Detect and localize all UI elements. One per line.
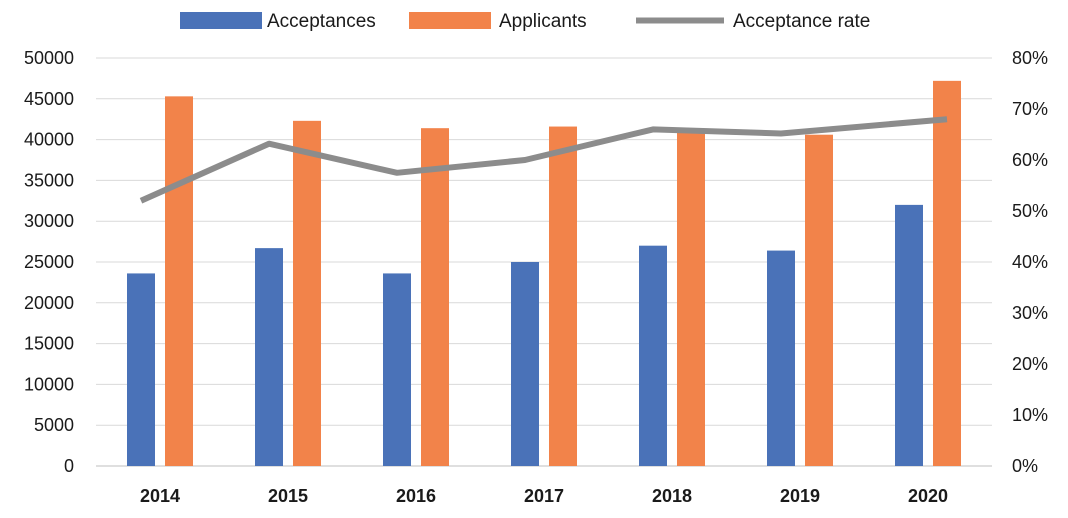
gridlines: [96, 57, 992, 467]
bar-acceptances: [511, 262, 539, 466]
legend-label-applicants: Applicants: [499, 11, 587, 32]
x-tick-label: 2015: [268, 486, 308, 506]
x-tick-label: 2019: [780, 486, 820, 506]
y-left-tick-label: 40000: [24, 130, 74, 150]
y-left-tick-label: 20000: [24, 293, 74, 313]
x-tick-label: 2017: [524, 486, 564, 506]
y-left-tick-label: 25000: [24, 252, 74, 272]
bar-acceptances: [767, 250, 795, 466]
bar-applicants: [933, 80, 961, 467]
bar-applicants: [165, 96, 193, 467]
legend: Acceptances Applicants Acceptance rate: [180, 11, 870, 32]
y-right-tick-label: 10%: [1012, 405, 1048, 425]
line-acceptance-rate: [139, 116, 948, 204]
y-left-tick-label: 30000: [24, 211, 74, 231]
y-left-tick-label: 50000: [24, 48, 74, 68]
bar-applicants: [805, 134, 833, 467]
x-tick-label: 2020: [908, 486, 948, 506]
y-left-tick-label: 15000: [24, 334, 74, 354]
x-tick-label: 2018: [652, 486, 692, 506]
y-right-tick-label: 50%: [1012, 201, 1048, 221]
y-right-tick-label: 70%: [1012, 99, 1048, 119]
y-left-tick-label: 10000: [24, 374, 74, 394]
y-right-tick-label: 30%: [1012, 303, 1048, 323]
bars: [127, 80, 961, 467]
y-right-tick-label: 80%: [1012, 48, 1048, 68]
x-tick-label: 2014: [140, 486, 180, 506]
bar-acceptances: [895, 204, 923, 466]
y-right-tick-label: 20%: [1012, 354, 1048, 374]
y-left-tick-label: 5000: [34, 415, 74, 435]
y-left-tick-label: 45000: [24, 89, 74, 109]
x-tick-label: 2016: [396, 486, 436, 506]
y-left-tick-label: 0: [64, 456, 74, 476]
legend-label-acceptances: Acceptances: [267, 11, 376, 32]
y-right-tick-label: 60%: [1012, 150, 1048, 170]
bar-acceptances: [255, 248, 283, 466]
bar-acceptances: [383, 273, 411, 466]
y-right-tick-label: 40%: [1012, 252, 1048, 272]
bar-applicants: [677, 131, 705, 466]
y-left-tick-label: 35000: [24, 170, 74, 190]
y-right-tick-label: 0%: [1012, 456, 1038, 476]
rate-line: [139, 116, 948, 204]
bar-applicants: [421, 128, 449, 466]
bar-acceptances: [639, 245, 667, 466]
bar-applicants: [293, 120, 321, 466]
axes: 0 5000 10000 15000 20000 25000 30000 35000 40000…: [24, 48, 1048, 506]
legend-label-acceptance-rate: Acceptance rate: [733, 11, 870, 32]
legend-swatch-acceptances: [180, 12, 262, 29]
bar-acceptances: [127, 273, 155, 466]
legend-swatch-applicants: [409, 12, 491, 29]
bar-applicants: [549, 126, 577, 466]
